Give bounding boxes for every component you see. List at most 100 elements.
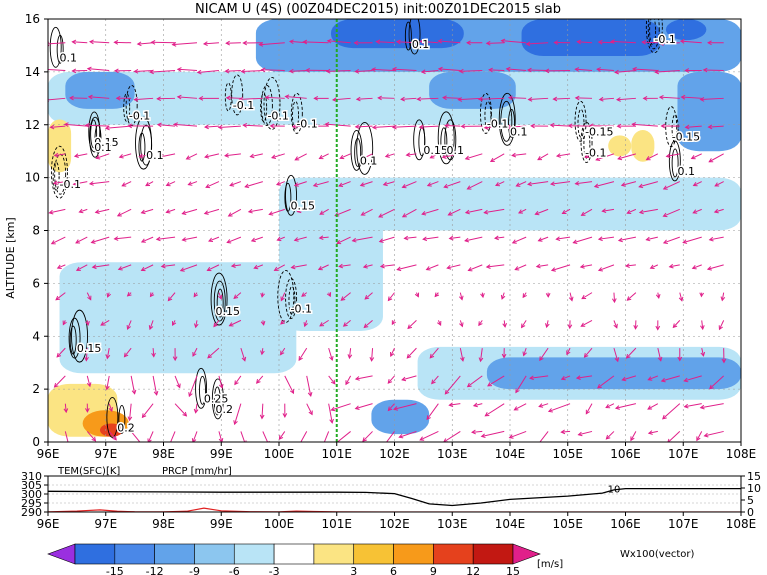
wind-vector-head: [485, 264, 491, 269]
wind-vector-head: [282, 413, 288, 418]
wind-vector-head: [48, 209, 54, 215]
wind-vector: [207, 264, 220, 271]
contour-line: [408, 19, 421, 55]
contour-label: 0.1: [60, 51, 78, 64]
grid-lines: [48, 19, 741, 442]
wind-vector: [336, 236, 351, 244]
wind-vector-head: [458, 295, 464, 301]
wind-vector-head: [280, 319, 285, 325]
wind-vector-head: [217, 294, 223, 300]
wind-vector: [226, 97, 241, 99]
contour-line: [580, 122, 593, 163]
wind-vector-head: [176, 383, 181, 389]
wind-vector: [355, 375, 373, 380]
wind-vector-head: [458, 68, 464, 74]
wind-vector: [467, 375, 483, 388]
wind-vector: [108, 403, 113, 412]
wind-vector-head: [383, 442, 387, 446]
wind-vector: [581, 292, 593, 300]
wind-vector: [240, 347, 246, 361]
wind-vector-head: [537, 237, 543, 242]
wind-vector: [503, 320, 506, 327]
contour-label: -0.1: [585, 146, 606, 159]
wind-vector-head: [176, 67, 182, 72]
wind-vector-head: [55, 295, 61, 301]
wind-vector-head: [303, 322, 308, 328]
wind-vector: [336, 431, 351, 442]
sub-x-tick-label: 96E: [37, 517, 60, 531]
wind-vector-head: [459, 322, 464, 328]
wind-vector-head: [419, 39, 425, 44]
wind-vector-head: [691, 264, 697, 270]
wind-vector: [708, 125, 724, 128]
x-tick-label: 102E: [379, 447, 410, 461]
wind-vector-head: [156, 122, 162, 128]
wind-vector: [204, 153, 220, 158]
wind-vector-head: [526, 67, 532, 73]
wind-vector: [657, 348, 662, 361]
wind-vector: [328, 348, 333, 361]
wind-vector-head: [672, 323, 678, 329]
wind-vector-head: [273, 266, 279, 271]
wind-vector-head: [488, 67, 493, 73]
wind-vector: [449, 236, 461, 240]
wind-vector-head: [647, 376, 653, 381]
wind-vector: [407, 320, 417, 329]
contour-line: [213, 386, 221, 416]
wind-vector: [96, 153, 110, 159]
wind-vector: [100, 319, 110, 326]
wind-vector-head: [94, 209, 100, 215]
main-x-ticks: 96E 97E 98E 99E 100E 101E 102E 103E 104E 105E 106E…: [37, 442, 756, 461]
wind-vector-head: [560, 429, 566, 435]
wind-vector-head: [158, 154, 164, 159]
wind-vector: [142, 403, 154, 418]
wind-vector-head: [217, 124, 223, 130]
wind-vector-head: [659, 41, 664, 46]
wind-vector: [486, 42, 505, 44]
wind-vector-head: [247, 208, 253, 214]
wind-vector: [326, 70, 351, 72]
wind-vector-head: [87, 94, 93, 100]
contour-label: 0.1: [510, 125, 528, 138]
colorbar-segment: [233, 543, 275, 565]
wind-vector-head: [226, 239, 232, 244]
wind-vector-head: [148, 325, 154, 331]
wind-vector: [429, 347, 439, 359]
sub-x-tick-label: 99E: [210, 517, 233, 531]
wind-vector-head: [568, 296, 574, 302]
wind-vector-head: [478, 321, 483, 327]
wind-vector-head: [126, 291, 132, 297]
wind-vector-head: [318, 235, 324, 241]
shaded-region: [486, 357, 741, 390]
wind-vector: [679, 292, 683, 301]
wind-vector: [701, 348, 704, 357]
wind-vector: [615, 70, 636, 73]
wind-vector-head: [78, 208, 84, 214]
wind-vector: [328, 403, 333, 423]
wind-vector-head: [326, 38, 332, 44]
colorbar-segment: [74, 543, 116, 565]
wind-vector: [575, 181, 593, 185]
wind-vector-head: [655, 325, 661, 331]
wind-vector: [459, 292, 463, 300]
wind-vector: [319, 319, 329, 327]
wind-vector: [233, 292, 242, 299]
wind-vector-head: [487, 382, 492, 387]
wind-vector-head: [56, 352, 62, 358]
wind-vector: [484, 208, 505, 214]
wind-vector-head: [293, 182, 299, 187]
wind-vector-head: [326, 292, 332, 298]
prcp-axis-label: PRCP [mm/hr]: [162, 466, 232, 477]
main-y-ticks: 0 2 4 6 8 10 12 14 16: [25, 12, 48, 449]
wind-vector-head: [225, 40, 231, 46]
wind-vector: [119, 153, 132, 158]
colorbar-label: -6: [229, 565, 240, 575]
wind-vector-head: [181, 237, 187, 242]
wind-vector-head: [614, 405, 620, 410]
wind-vector: [335, 208, 351, 217]
wind-vector: [340, 292, 351, 301]
wind-vector-head: [126, 324, 131, 330]
sub-x-tick-label: 102E: [379, 517, 410, 531]
tem-annotation: 10: [608, 485, 621, 496]
wind-vector-head: [535, 263, 541, 269]
